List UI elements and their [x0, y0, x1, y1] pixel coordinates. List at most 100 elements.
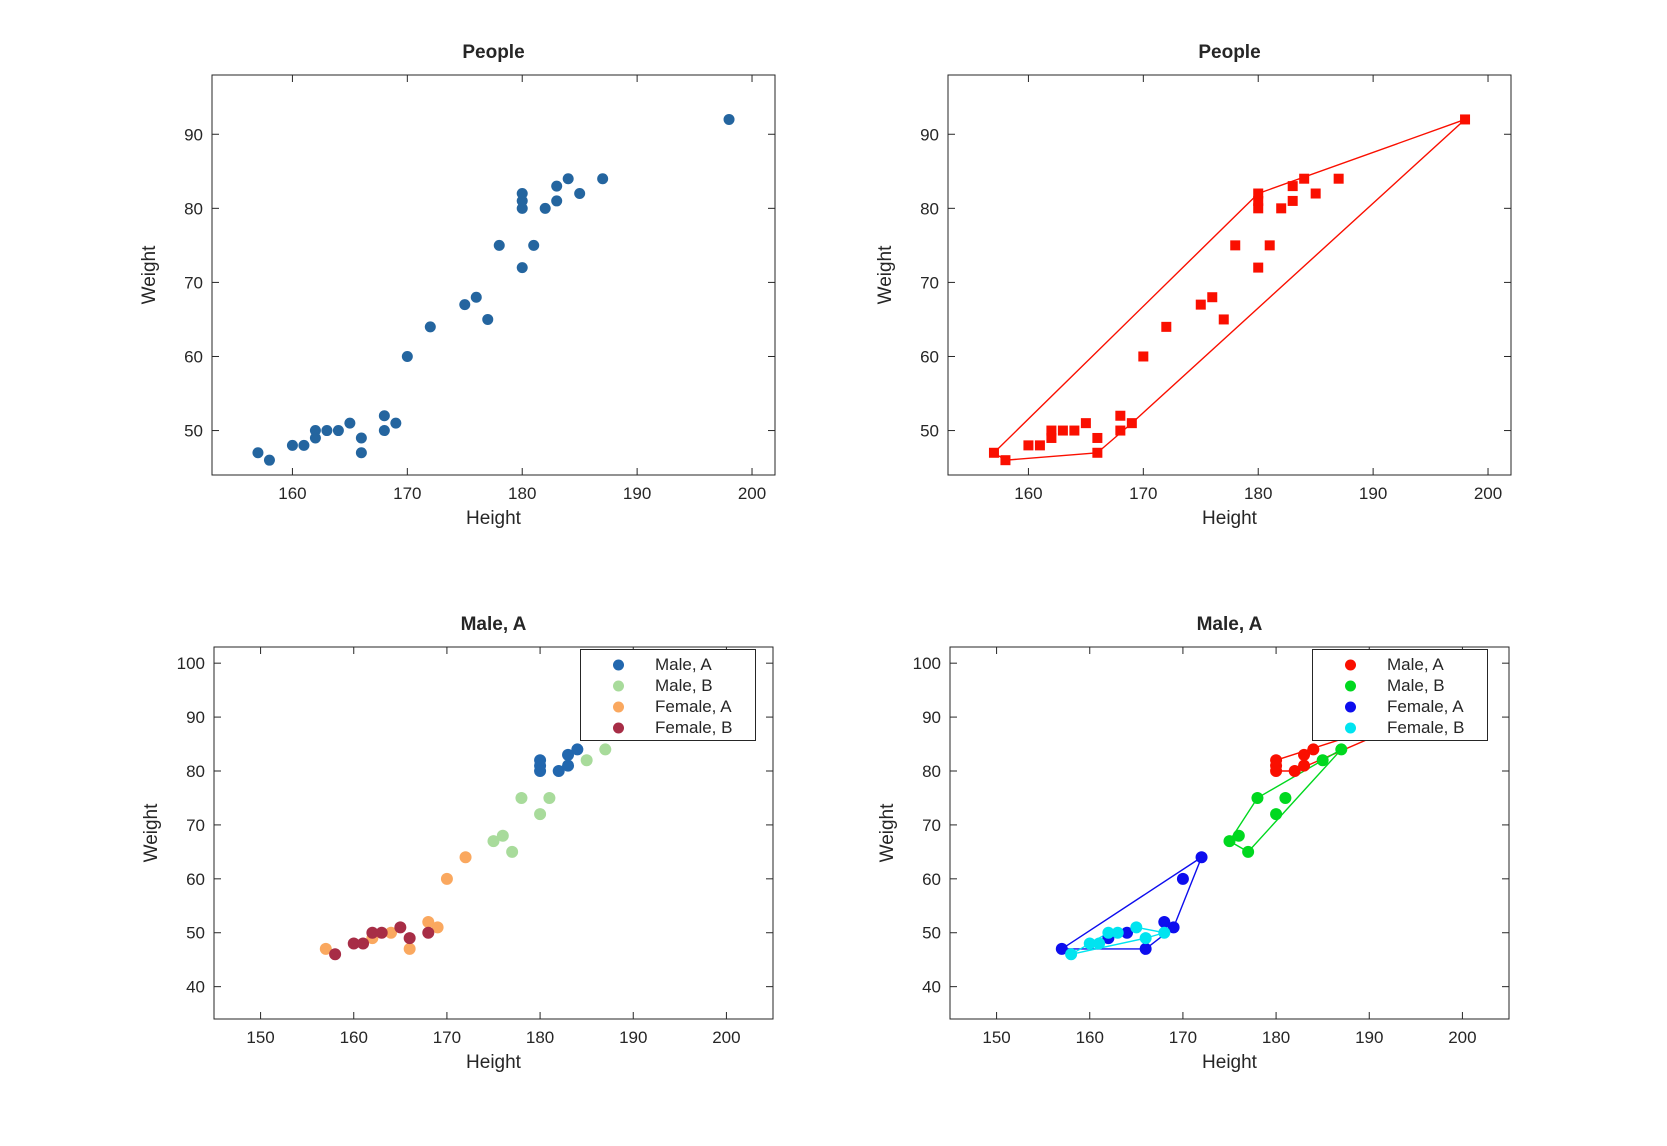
data-point	[1287, 195, 1298, 206]
data-point	[1158, 915, 1171, 928]
data-point	[1253, 195, 1264, 206]
data-point	[1126, 418, 1137, 429]
data-point	[1333, 173, 1344, 184]
data-point	[385, 926, 398, 939]
legend-marker-icon	[1345, 659, 1356, 670]
data-point	[1335, 743, 1348, 756]
y-axis-label: Weight	[877, 803, 898, 863]
data-point	[506, 845, 519, 858]
data-point	[515, 791, 528, 804]
data-point	[459, 299, 471, 311]
x-axis-label: Height	[1202, 508, 1257, 529]
data-point	[534, 808, 547, 821]
data-point	[422, 926, 435, 939]
x-axis-label: Height	[1202, 1052, 1257, 1073]
data-point	[355, 447, 367, 459]
data-point	[1270, 754, 1283, 767]
x-tick-label: 200	[738, 484, 766, 503]
data-point	[1307, 743, 1320, 756]
data-point	[1139, 942, 1152, 955]
data-point	[422, 915, 435, 928]
data-point	[1242, 845, 1255, 858]
legend-item-male-a: Male, A	[1313, 654, 1487, 675]
data-point	[1158, 926, 1171, 939]
plot-title-groups-scatter: Male, A	[460, 614, 527, 635]
data-point	[1253, 262, 1264, 273]
data-point	[1460, 114, 1471, 125]
legend-item-female-b: Female, B	[581, 717, 755, 738]
data-point	[1080, 418, 1091, 429]
x-tick-label: 160	[340, 1028, 368, 1047]
data-point	[1298, 748, 1311, 761]
legend-item-male-a: Male, A	[581, 654, 755, 675]
y-tick-label: 90	[920, 125, 939, 144]
data-point	[482, 313, 494, 325]
data-point	[1065, 948, 1078, 961]
data-point	[723, 113, 735, 125]
data-point	[1287, 181, 1298, 192]
data-point	[332, 425, 344, 437]
legend-item-female-a: Female, A	[581, 696, 755, 717]
y-tick-label: 70	[186, 816, 205, 835]
x-tick-label: 160	[278, 484, 306, 503]
legend-marker-icon	[1345, 680, 1356, 691]
data-point	[597, 173, 609, 185]
data-point	[580, 754, 593, 767]
x-tick-label: 200	[1448, 1028, 1476, 1047]
data-point	[329, 948, 342, 961]
y-tick-label: 70	[922, 816, 941, 835]
y-tick-label: 40	[186, 978, 205, 997]
legend-label: Male, B	[655, 676, 713, 695]
data-point	[562, 748, 575, 761]
data-point	[1279, 791, 1292, 804]
y-tick-label: 60	[184, 347, 203, 366]
data-point	[1176, 872, 1189, 885]
y-tick-label: 90	[922, 708, 941, 727]
data-point	[319, 942, 332, 955]
data-point	[366, 926, 379, 939]
data-point	[988, 447, 999, 458]
data-point	[403, 942, 416, 955]
data-point	[1092, 432, 1103, 443]
x-tick-label: 170	[1169, 1028, 1197, 1047]
data-point	[1046, 432, 1057, 443]
x-tick-label: 180	[508, 484, 536, 503]
plot-title-people-hull: People	[1198, 42, 1261, 63]
legend-item-male-b: Male, B	[1313, 675, 1487, 696]
data-point	[562, 759, 575, 772]
data-point	[263, 454, 275, 466]
y-tick-label: 40	[922, 978, 941, 997]
y-tick-label: 80	[186, 762, 205, 781]
legend-label: Female, A	[1387, 697, 1464, 716]
x-axis-label: Height	[466, 508, 521, 529]
data-point	[1253, 188, 1264, 199]
x-tick-label: 190	[1355, 1028, 1383, 1047]
x-tick-label: 190	[623, 484, 651, 503]
data-point	[424, 321, 436, 333]
data-point	[1195, 299, 1206, 310]
data-point	[1115, 410, 1126, 421]
legend-label: Female, B	[655, 718, 733, 737]
data-point	[321, 425, 333, 437]
x-tick-label: 160	[1076, 1028, 1104, 1047]
legend-item-male-b: Male, B	[581, 675, 755, 696]
data-point	[1316, 754, 1329, 767]
data-point	[539, 202, 551, 214]
data-point	[309, 425, 321, 437]
legend-label: Male, B	[1387, 676, 1445, 695]
data-point	[552, 765, 565, 777]
data-point	[496, 829, 509, 842]
data-point	[1195, 851, 1208, 864]
data-point	[1207, 292, 1218, 303]
y-tick-label: 70	[184, 273, 203, 292]
legend-marker-icon	[1345, 701, 1356, 712]
y-tick-label: 50	[186, 924, 205, 943]
data-point	[534, 754, 547, 767]
x-tick-label: 200	[712, 1028, 740, 1047]
legend: Male, A Male, B Female, A Female, B	[580, 649, 756, 741]
data-point	[1167, 921, 1180, 934]
y-tick-label: 80	[920, 199, 939, 218]
x-tick-label: 200	[1474, 484, 1502, 503]
data-point	[1111, 926, 1124, 939]
y-tick-label: 60	[920, 347, 939, 366]
